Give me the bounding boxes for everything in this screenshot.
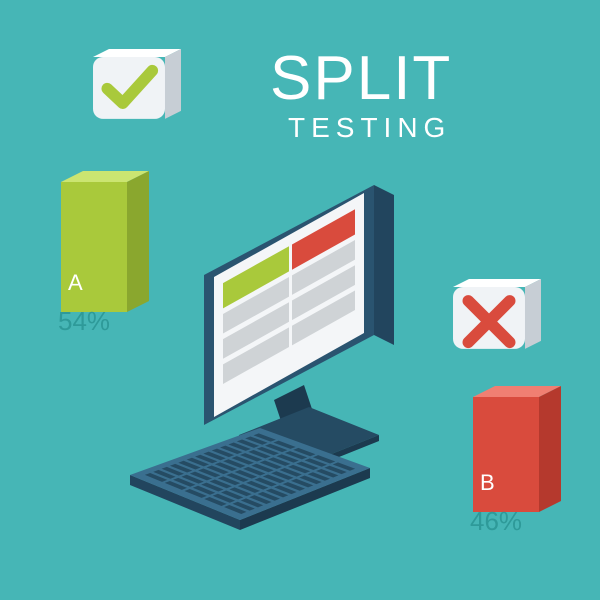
title-line2: TESTING: [288, 114, 452, 142]
title-line1: SPLIT: [270, 48, 452, 110]
infographic-canvas: SPLIT TESTING A 54% B 46%: [0, 0, 600, 600]
bar-a-label: A: [68, 270, 83, 296]
bar-b-percent: 46%: [470, 506, 522, 537]
cross-icon: [452, 278, 542, 350]
keyboard-icon: [120, 420, 380, 560]
check-icon: [92, 48, 182, 120]
bar-b-label: B: [480, 470, 495, 496]
bar-a-percent: 54%: [58, 306, 110, 337]
title-block: SPLIT TESTING: [270, 48, 452, 142]
